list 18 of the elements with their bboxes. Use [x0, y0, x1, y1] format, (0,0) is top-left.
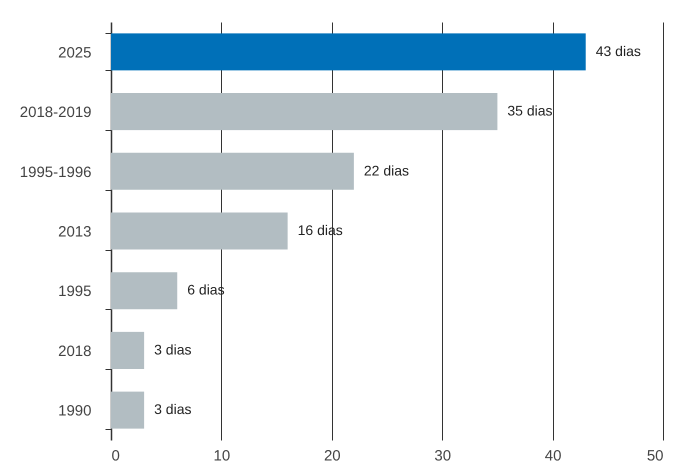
data-label: 43 dias [596, 42, 641, 59]
x-tick-label: 10 [214, 448, 230, 464]
y-tick-label: 1995 [58, 283, 92, 300]
x-tick-label: 20 [324, 448, 341, 464]
data-label: 3 dias [154, 341, 192, 358]
x-tick-label: 40 [544, 448, 562, 464]
y-tick-label: 1995-1996 [20, 164, 92, 181]
data-label: 22 dias [364, 162, 410, 178]
y-tick-label: 2025 [58, 44, 92, 62]
x-tick-label: 50 [646, 448, 664, 464]
x-tick-label: 30 [434, 448, 452, 464]
y-tick-label: 1990 [58, 402, 92, 420]
y-tick-label: 2013 [58, 224, 92, 240]
data-label: 3 dias [154, 401, 192, 418]
y-tick-label: 2018 [58, 342, 92, 360]
y-tick-label: 2018-2019 [20, 104, 92, 122]
data-label: 35 dias [507, 102, 553, 119]
x-tick-label: 0 [112, 448, 120, 464]
